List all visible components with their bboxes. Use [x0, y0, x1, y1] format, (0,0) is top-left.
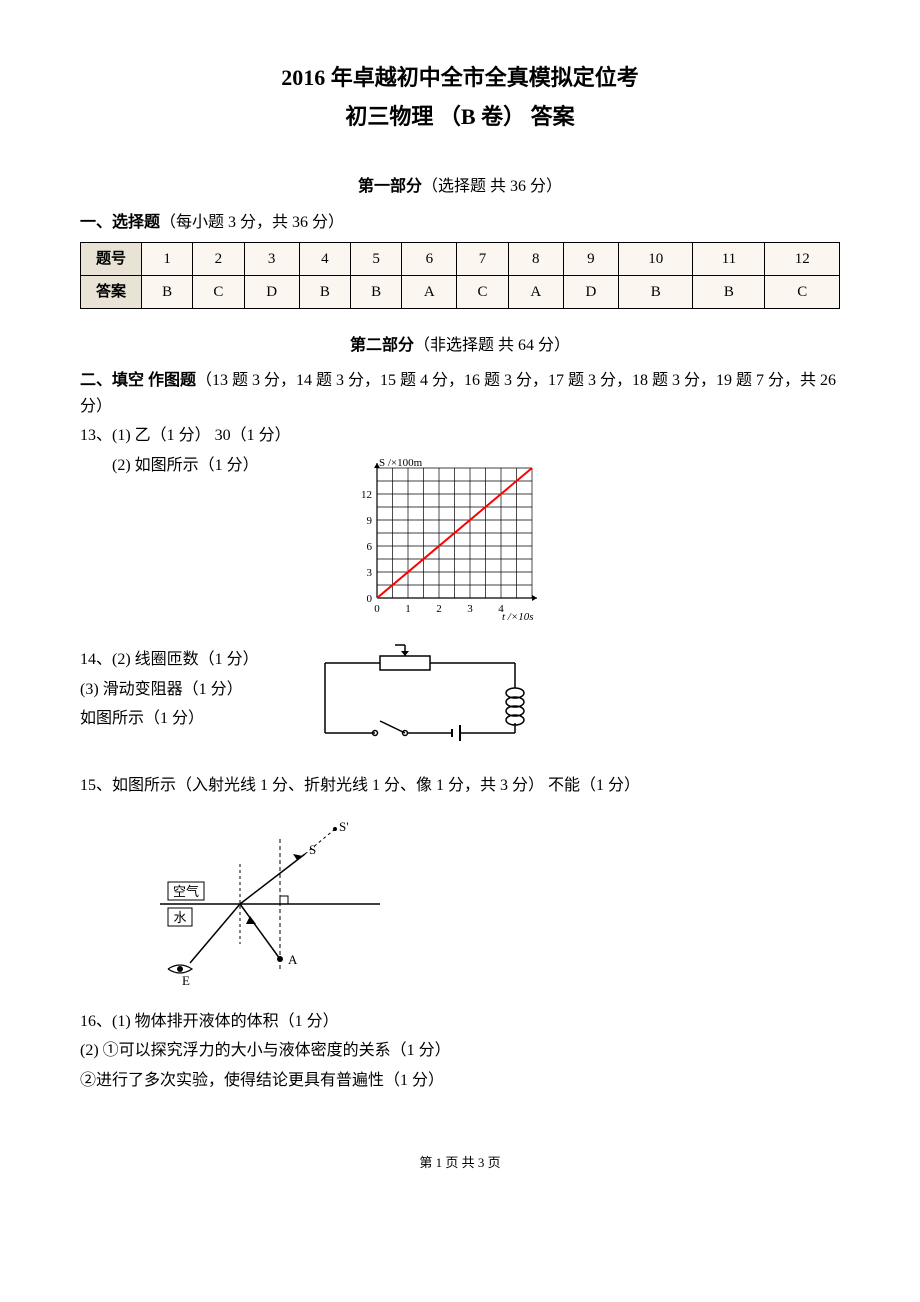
svg-text:水: 水 [173, 910, 186, 925]
svg-text:3: 3 [467, 603, 473, 615]
section1-rest: （每小题 3 分，共 36 分） [160, 214, 344, 231]
page-title-line2: 初三物理 （B 卷） 答案 [80, 99, 840, 134]
part2-heading-rest: （非选择题 共 64 分） [414, 337, 570, 354]
svg-text:3: 3 [367, 567, 373, 579]
table-answer-cell: B [350, 275, 401, 308]
table-answer-cell: A [402, 275, 457, 308]
section2-line: 二、填空 作图题（13 题 3 分，14 题 3 分，15 题 4 分，16 题… [80, 368, 840, 419]
table-number-cell: 8 [508, 242, 563, 275]
table-answer-header: 答案 [81, 275, 142, 308]
table-row-answers: 答案 BCDBBACADBBC [81, 275, 840, 308]
table-answer-cell: B [299, 275, 350, 308]
part1-heading-bold: 第一部分 [358, 178, 422, 195]
q15-line1: 15、如图所示（入射光线 1 分、折射光线 1 分、像 1 分，共 3 分） 不… [80, 773, 840, 799]
table-answer-cell: C [457, 275, 508, 308]
q16-line2: (2) ①可以探究浮力的大小与液体密度的关系（1 分） [80, 1038, 840, 1064]
svg-text:S /×100m: S /×100m [379, 457, 423, 469]
q14-circuit-diagram [310, 643, 530, 753]
part1-heading-rest: （选择题 共 36 分） [422, 178, 562, 195]
table-answer-cell: A [508, 275, 563, 308]
section2-label: 二、填空 作图题 [80, 372, 196, 389]
svg-text:1: 1 [405, 603, 411, 615]
part1-heading: 第一部分（选择题 共 36 分） [80, 174, 840, 200]
table-answer-cell: B [142, 275, 193, 308]
q14-line2: (3) 滑动变阻器（1 分） [80, 677, 280, 703]
svg-text:6: 6 [367, 541, 373, 553]
table-answer-cell: D [244, 275, 299, 308]
svg-text:A: A [288, 952, 298, 967]
page-title-line1: 2016 年卓越初中全市全真模拟定位考 [80, 60, 840, 95]
table-number-header: 题号 [81, 242, 142, 275]
table-number-cell: 5 [350, 242, 401, 275]
q13-line2: (2) 如图所示（1 分） [112, 453, 312, 479]
table-answer-cell: D [563, 275, 618, 308]
q13-chart: 03691201234S /×100mt /×10s [342, 453, 542, 623]
svg-text:0: 0 [374, 603, 380, 615]
table-number-cell: 7 [457, 242, 508, 275]
table-number-cell: 2 [193, 242, 244, 275]
table-number-cell: 3 [244, 242, 299, 275]
part2-heading: 第二部分（非选择题 共 64 分） [80, 333, 840, 359]
q14-line3: 如图所示（1 分） [80, 706, 280, 732]
table-number-cell: 4 [299, 242, 350, 275]
svg-text:9: 9 [367, 515, 373, 527]
q16-line1: 16、(1) 物体排开液体的体积（1 分） [80, 1009, 840, 1035]
svg-text:t /×10s: t /×10s [502, 611, 534, 623]
table-answer-cell: C [765, 275, 840, 308]
svg-text:0: 0 [367, 593, 373, 605]
table-number-cell: 9 [563, 242, 618, 275]
q14-line1: 14、(2) 线圈匝数（1 分） [80, 647, 280, 673]
table-number-cell: 11 [693, 242, 765, 275]
svg-text:12: 12 [361, 489, 372, 501]
answers-table: 题号 123456789101112 答案 BCDBBACADBBC [80, 242, 840, 309]
page-footer: 第 1 页 共 3 页 [80, 1153, 840, 1174]
svg-text:2: 2 [436, 603, 442, 615]
table-answer-cell: B [693, 275, 765, 308]
table-row-numbers: 题号 123456789101112 [81, 242, 840, 275]
table-answer-cell: C [193, 275, 244, 308]
svg-text:空气: 空气 [173, 884, 199, 899]
table-answer-cell: B [618, 275, 692, 308]
svg-text:E: E [182, 973, 190, 988]
table-number-cell: 12 [765, 242, 840, 275]
svg-text:S': S' [339, 819, 349, 834]
table-number-cell: 10 [618, 242, 692, 275]
table-number-cell: 1 [142, 242, 193, 275]
q16-line3: ②进行了多次实验，使得结论更具有普遍性（1 分） [80, 1068, 840, 1094]
q13-line1: 13、(1) 乙（1 分） 30（1 分） [80, 423, 840, 449]
part2-heading-bold: 第二部分 [350, 337, 414, 354]
q15-optics-diagram: 空气水AESS' [140, 809, 400, 989]
section1-line: 一、选择题（每小题 3 分，共 36 分） [80, 210, 840, 236]
section1-label: 一、选择题 [80, 214, 160, 231]
table-number-cell: 6 [402, 242, 457, 275]
